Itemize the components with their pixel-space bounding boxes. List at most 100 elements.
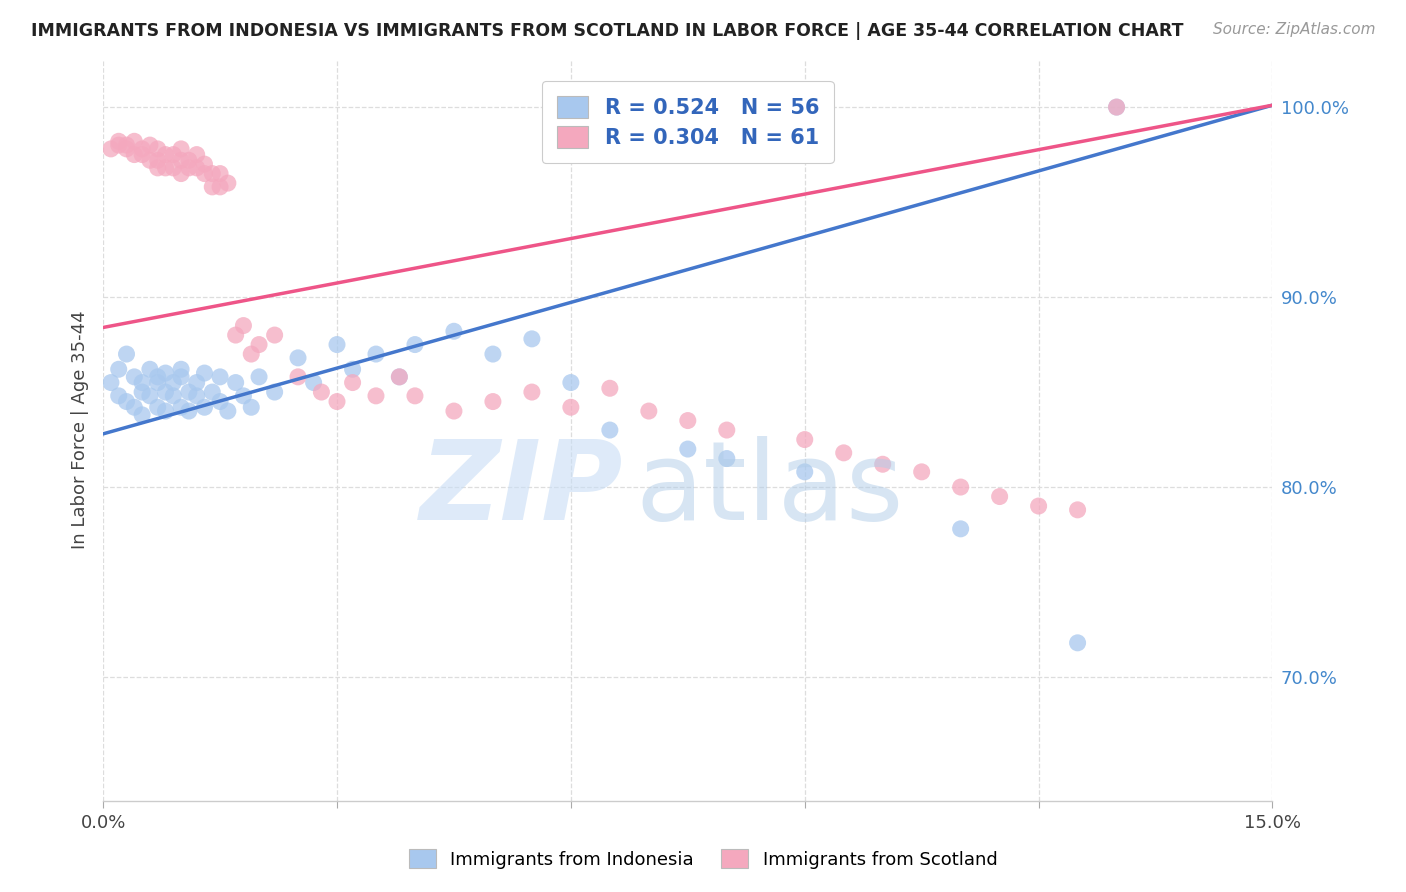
Point — [170, 142, 193, 156]
Point — [139, 362, 162, 376]
Point — [107, 138, 129, 153]
Point — [482, 347, 505, 361]
Point — [716, 451, 738, 466]
Point — [1066, 503, 1088, 517]
Point — [232, 389, 254, 403]
Point — [1105, 100, 1128, 114]
Point — [676, 413, 699, 427]
Text: ZIP: ZIP — [420, 436, 623, 543]
Point — [560, 376, 582, 390]
Point — [388, 369, 411, 384]
Point — [155, 385, 177, 400]
Point — [186, 161, 208, 175]
Point — [1105, 100, 1128, 114]
Point — [872, 457, 894, 471]
Point — [124, 134, 146, 148]
Point — [146, 369, 169, 384]
Point — [520, 385, 543, 400]
Point — [131, 408, 153, 422]
Point — [793, 465, 815, 479]
Point — [170, 369, 193, 384]
Point — [146, 153, 169, 168]
Point — [247, 369, 270, 384]
Point — [124, 147, 146, 161]
Point — [520, 332, 543, 346]
Point — [146, 161, 169, 175]
Point — [115, 138, 138, 153]
Point — [193, 167, 215, 181]
Point — [115, 394, 138, 409]
Point — [560, 401, 582, 415]
Point — [107, 362, 129, 376]
Point — [115, 142, 138, 156]
Point — [287, 369, 309, 384]
Point — [115, 347, 138, 361]
Point — [263, 385, 285, 400]
Point — [217, 404, 239, 418]
Point — [209, 180, 232, 194]
Point — [186, 147, 208, 161]
Point — [443, 404, 465, 418]
Point — [911, 465, 934, 479]
Point — [247, 337, 270, 351]
Point — [404, 337, 426, 351]
Point — [124, 369, 146, 384]
Legend: Immigrants from Indonesia, Immigrants from Scotland: Immigrants from Indonesia, Immigrants fr… — [402, 842, 1004, 876]
Point — [311, 385, 333, 400]
Point — [170, 153, 193, 168]
Point — [186, 376, 208, 390]
Point — [599, 423, 621, 437]
Point — [225, 328, 247, 343]
Text: Source: ZipAtlas.com: Source: ZipAtlas.com — [1212, 22, 1375, 37]
Point — [716, 423, 738, 437]
Point — [240, 347, 263, 361]
Point — [364, 347, 387, 361]
Point — [170, 401, 193, 415]
Point — [107, 134, 129, 148]
Point — [139, 138, 162, 153]
Point — [209, 369, 232, 384]
Point — [240, 401, 263, 415]
Point — [170, 167, 193, 181]
Point — [1028, 499, 1050, 513]
Point — [100, 142, 122, 156]
Point — [482, 394, 505, 409]
Point — [209, 167, 232, 181]
Point — [302, 376, 325, 390]
Point — [124, 401, 146, 415]
Point — [155, 147, 177, 161]
Point — [162, 161, 184, 175]
Point — [155, 161, 177, 175]
Text: atlas: atlas — [636, 436, 904, 543]
Point — [131, 385, 153, 400]
Point — [599, 381, 621, 395]
Point — [225, 376, 247, 390]
Point — [146, 401, 169, 415]
Point — [131, 147, 153, 161]
Point — [162, 389, 184, 403]
Point — [326, 337, 349, 351]
Text: IMMIGRANTS FROM INDONESIA VS IMMIGRANTS FROM SCOTLAND IN LABOR FORCE | AGE 35-44: IMMIGRANTS FROM INDONESIA VS IMMIGRANTS … — [31, 22, 1184, 40]
Point — [177, 404, 200, 418]
Point — [326, 394, 349, 409]
Point — [388, 369, 411, 384]
Point — [193, 401, 215, 415]
Legend: R = 0.524   N = 56, R = 0.304   N = 61: R = 0.524 N = 56, R = 0.304 N = 61 — [543, 81, 834, 163]
Point — [107, 389, 129, 403]
Point — [186, 389, 208, 403]
Point — [637, 404, 659, 418]
Point — [193, 157, 215, 171]
Point — [793, 433, 815, 447]
Point — [263, 328, 285, 343]
Point — [217, 176, 239, 190]
Point — [209, 394, 232, 409]
Point — [232, 318, 254, 333]
Point — [170, 362, 193, 376]
Point — [146, 376, 169, 390]
Point — [988, 490, 1011, 504]
Point — [949, 480, 972, 494]
Point — [100, 376, 122, 390]
Point — [139, 153, 162, 168]
Point — [139, 389, 162, 403]
Point — [287, 351, 309, 365]
